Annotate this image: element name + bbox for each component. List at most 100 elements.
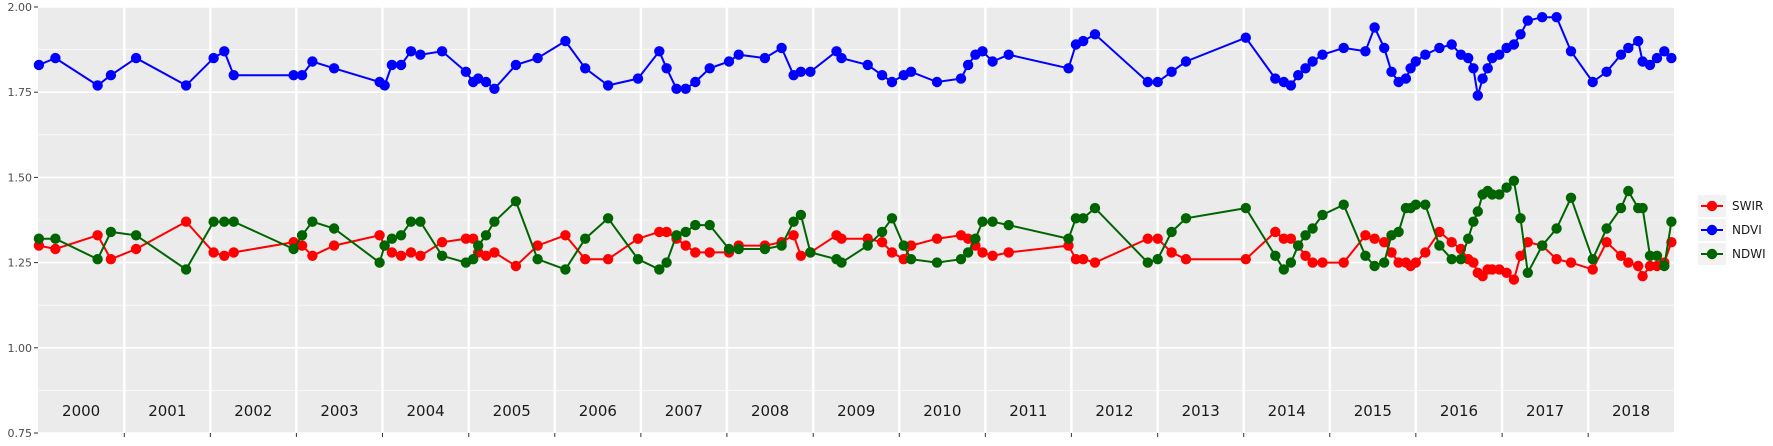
data-point-ndvi <box>180 80 192 91</box>
data-point-swir <box>1623 257 1634 268</box>
data-point-swir <box>580 254 591 265</box>
year-labels: 2000 2001 2002 2003 2004 2005 2006 2007 2008 2009… <box>62 402 1650 420</box>
legend-label-ndvi: NDVI <box>1732 223 1762 237</box>
data-point-swir <box>1152 233 1163 244</box>
data-point-ndvi <box>931 76 943 88</box>
data-point-swir <box>1393 257 1404 268</box>
data-point-ndvi <box>1477 73 1488 84</box>
data-point-ndvi <box>1522 15 1534 26</box>
data-point-swir <box>307 250 318 261</box>
data-point-swir <box>460 233 472 244</box>
data-point-swir <box>690 247 701 258</box>
data-point-ndvi <box>92 80 103 91</box>
data-point-ndwi <box>580 233 591 244</box>
data-point-ndvi <box>690 76 701 88</box>
data-point-ndwi <box>1003 219 1014 231</box>
data-point-ndwi <box>1078 213 1089 224</box>
data-point-swir <box>1468 257 1479 268</box>
data-point-swir <box>436 237 448 248</box>
data-point-ndwi <box>480 230 492 241</box>
data-point-swir <box>405 247 417 258</box>
data-point-swir <box>1078 254 1089 265</box>
data-point-ndwi <box>415 216 426 227</box>
year-label: 2013 <box>1182 402 1220 420</box>
data-point-ndvi <box>1240 32 1252 43</box>
data-point-ndwi <box>962 247 974 258</box>
data-point-ndwi <box>898 240 909 251</box>
data-point-ndwi <box>1317 209 1328 221</box>
data-point-swir <box>836 233 847 244</box>
data-point-ndwi <box>473 240 484 251</box>
data-point-ndvi <box>723 56 735 67</box>
data-point-swir <box>1410 257 1422 268</box>
data-point-ndwi <box>931 257 943 268</box>
data-point-ndwi <box>228 216 239 227</box>
data-point-ndwi <box>876 226 888 238</box>
data-point-ndwi <box>288 243 299 255</box>
data-point-swir <box>654 226 665 238</box>
data-point-ndvi <box>1317 49 1328 60</box>
data-point-ndvi <box>1410 56 1422 67</box>
data-point-ndwi <box>395 230 407 241</box>
data-point-swir <box>898 254 909 265</box>
data-point-swir <box>1142 233 1154 244</box>
data-point-ndwi <box>1537 240 1548 251</box>
data-point-ndwi <box>405 216 417 227</box>
data-point-ndwi <box>987 216 998 227</box>
data-point-swir <box>1615 250 1627 261</box>
data-point-ndwi <box>805 247 816 258</box>
data-point-ndwi <box>602 213 614 224</box>
data-point-ndvi <box>1293 70 1304 81</box>
data-point-swir <box>704 247 715 258</box>
year-label: 2003 <box>320 402 358 420</box>
data-point-ndwi <box>1472 206 1484 217</box>
data-point-ndwi <box>219 216 230 227</box>
data-point-swir <box>680 240 691 251</box>
data-point-swir <box>1386 247 1397 258</box>
data-point-ndwi <box>1463 233 1474 244</box>
data-point-ndwi <box>1285 257 1297 268</box>
data-point-swir <box>1446 237 1457 248</box>
data-point-ndwi <box>1551 223 1562 234</box>
data-point-ndwi <box>386 233 398 244</box>
data-point-ndvi <box>1400 73 1412 84</box>
data-point-swir <box>1285 233 1297 244</box>
data-point-ndvi <box>1666 52 1677 64</box>
legend-marker-ndvi <box>1706 224 1718 236</box>
data-point-ndwi <box>1379 257 1390 268</box>
data-point-ndwi <box>1501 182 1512 193</box>
data-point-ndwi <box>180 264 192 275</box>
y-tick-label: 1.25 <box>8 257 33 270</box>
data-point-swir <box>480 250 492 261</box>
year-label: 2008 <box>751 402 789 420</box>
data-point-swir <box>92 230 103 241</box>
data-point-swir <box>1317 257 1328 268</box>
y-tick-label: 1.50 <box>8 171 33 184</box>
data-point-ndvi <box>1633 35 1644 47</box>
data-point-ndwi <box>759 243 771 255</box>
year-label: 2017 <box>1526 402 1564 420</box>
data-point-ndwi <box>1659 260 1670 272</box>
data-point-swir <box>977 247 988 258</box>
data-point-ndvi <box>1515 29 1526 40</box>
data-point-ndwi <box>130 230 142 241</box>
data-point-ndwi <box>1142 257 1154 268</box>
data-point-ndvi <box>1078 35 1089 47</box>
data-point-ndvi <box>905 66 917 78</box>
data-point-ndwi <box>1522 267 1534 278</box>
data-point-swir <box>219 250 230 261</box>
data-point-ndvi <box>733 49 744 60</box>
data-point-ndwi <box>1089 202 1101 214</box>
data-point-ndwi <box>532 254 543 265</box>
data-point-ndwi <box>1270 250 1281 261</box>
data-point-swir <box>130 243 142 255</box>
data-point-ndwi <box>296 230 308 241</box>
data-point-ndwi <box>1565 192 1577 203</box>
data-point-swir <box>1601 237 1612 248</box>
data-point-ndwi <box>307 216 318 227</box>
data-point-ndvi <box>288 70 299 81</box>
data-point-ndwi <box>1070 213 1082 224</box>
data-point-swir <box>1508 274 1520 285</box>
y-tick-label: 0.75 <box>8 427 33 440</box>
data-point-ndwi <box>1240 202 1252 214</box>
